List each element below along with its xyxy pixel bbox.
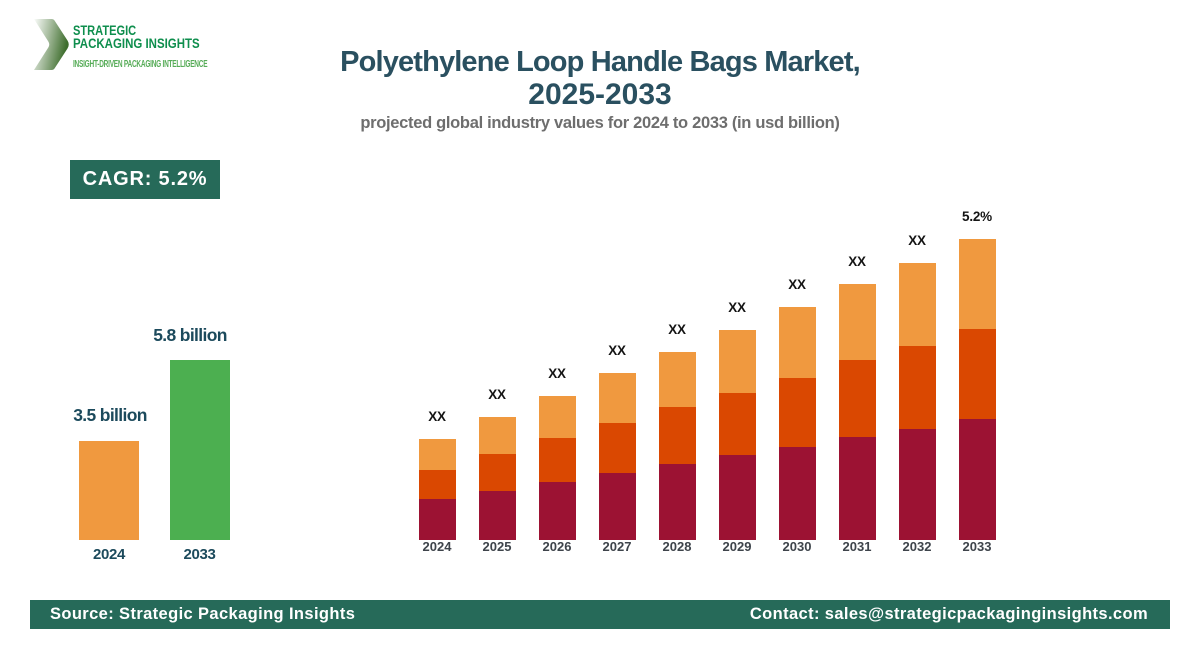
axis-year-label: 2032 (902, 538, 932, 554)
stacked-bar-2026-segment-top (538, 396, 576, 438)
stacked-bar-2027-segment-bottom (598, 473, 636, 540)
page-subtitle: projected global industry values for 202… (360, 114, 840, 132)
summary-value-label: 5.8 billion (153, 324, 227, 345)
stacked-bar-2032-segment-bottom (898, 429, 936, 540)
stacked-bar-2026-segment-bottom (538, 482, 576, 540)
title-line2: 2025-2033 (528, 77, 672, 111)
stacked-bar-2024-segment-bottom (418, 499, 456, 540)
stacked-bar-2028-segment-bottom (658, 464, 696, 540)
cagr-badge-label: CAGR: 5.2% (82, 168, 208, 190)
stacked-bar-2025-segment-middle (478, 454, 516, 491)
stacked-bar-2029-segment-middle (718, 393, 756, 455)
stacked-bar-2032-segment-top (898, 263, 936, 346)
stacked-bar-2024-segment-top (418, 439, 456, 470)
stacked-bar-2031-segment-bottom (838, 437, 876, 540)
axis-year-label: 2028 (662, 538, 692, 554)
cagr-badge: CAGR: 5.2% (70, 160, 220, 199)
stacked-bar-2030-segment-top (778, 307, 816, 378)
chevron-icon (34, 19, 69, 70)
stacked-bar-2027-segment-top (598, 373, 636, 423)
bar-value-label: XX (728, 300, 746, 315)
summary-bar-2024 (79, 440, 139, 540)
bar-value-label: 5.2% (962, 209, 992, 224)
title-line1: Polyethylene Loop Handle Bags Market, (340, 46, 861, 78)
bar-value-label: XX (908, 233, 926, 248)
page-title: Polyethylene Loop Handle Bags Market, 20… (0, 46, 1200, 111)
summary-year-label: 2024 (93, 545, 125, 563)
summary-year-label: 2033 (183, 545, 216, 563)
stacked-bar-2032-segment-middle (898, 346, 936, 429)
bar-value-label: XX (668, 322, 686, 337)
axis-year-label: 2026 (542, 538, 572, 554)
axis-year-label: 2027 (602, 538, 632, 554)
logo-line1: STRATEGIC (73, 22, 137, 38)
stacked-bar-2024-segment-middle (418, 470, 456, 499)
bar-value-label: XX (848, 254, 866, 269)
stacked-bar-2030-segment-middle (778, 378, 816, 447)
stacked-bar-2031-segment-top (838, 284, 876, 360)
axis-year-label: 2024 (422, 538, 452, 554)
stacked-bar-2029-segment-bottom (718, 455, 756, 540)
axis-year-label: 2025 (482, 538, 512, 554)
logo-tagline: INSIGHT-DRIVEN PACKAGING INTELLIGENCE (73, 58, 208, 71)
bar-value-label: XX (548, 366, 566, 381)
logo-line2: PACKAGING INSIGHTS (73, 35, 200, 51)
axis-year-label: 2031 (842, 538, 872, 554)
stacked-bar-2028-segment-top (658, 352, 696, 407)
axis-year-label: 2029 (722, 538, 752, 554)
stacked-bar-2027-segment-middle (598, 423, 636, 473)
bar-value-label: XX (428, 409, 446, 424)
bar-value-label: XX (608, 343, 626, 358)
footer-contact-text: Contact: sales@strategicpackaginginsight… (749, 605, 1148, 623)
stacked-bar-2030-segment-bottom (778, 447, 816, 540)
stacked-bar-2031-segment-middle (838, 360, 876, 437)
footer-bar: Source: Strategic Packaging Insights Con… (30, 600, 1170, 629)
stacked-bar-2033-segment-middle (958, 329, 996, 419)
axis-year-label: 2033 (962, 538, 992, 554)
stacked-bar-2025-segment-bottom (478, 491, 516, 540)
summary-bar-2033 (169, 359, 230, 540)
bar-value-label: XX (488, 387, 506, 402)
stacked-bar-2033-segment-bottom (958, 419, 996, 540)
stacked-bar-2026-segment-middle (538, 438, 576, 482)
axis-year-label: 2030 (782, 538, 812, 554)
footer-source-text: Source: Strategic Packaging Insights (50, 605, 356, 623)
company-logo: STRATEGIC PACKAGING INSIGHTS INSIGHT-DRI… (30, 12, 290, 74)
summary-value-label: 3.5 billion (73, 404, 147, 425)
stacked-bar-2029-segment-top (718, 330, 756, 393)
stacked-bar-2025-segment-top (478, 417, 516, 454)
stacked-bar-2033-segment-top (958, 239, 996, 329)
bar-value-label: XX (788, 277, 806, 292)
stacked-bar-2028-segment-middle (658, 407, 696, 464)
